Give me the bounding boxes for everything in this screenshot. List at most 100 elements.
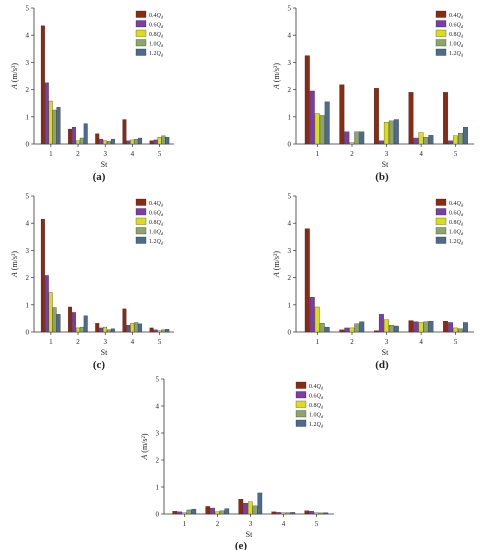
y-tick-label: 0 xyxy=(26,329,30,337)
bar xyxy=(153,139,158,145)
bar xyxy=(304,55,310,145)
legend-coefficient: 0.6 xyxy=(449,210,457,216)
bar xyxy=(165,329,170,333)
legend-coefficient: 1.0 xyxy=(449,229,457,235)
bar xyxy=(126,140,131,145)
legend-q-symbol: Q xyxy=(317,422,322,428)
legend-coefficient: 0.8 xyxy=(449,220,457,226)
legend-q-symbol: Q xyxy=(317,393,322,399)
bar xyxy=(408,92,414,145)
legend-label: 1.0Qd xyxy=(449,229,464,236)
legend-swatch xyxy=(435,236,447,244)
legend-subscript: d xyxy=(461,43,464,48)
legend-label: 0.8Qd xyxy=(449,220,464,227)
legend-swatch xyxy=(435,20,447,28)
bar xyxy=(149,327,154,333)
legend-q-symbol: Q xyxy=(157,220,162,226)
bar xyxy=(290,512,296,515)
bar xyxy=(423,137,429,145)
legend-label: 1.0Qd xyxy=(149,41,164,48)
legend-coefficient: 0.4 xyxy=(449,201,457,207)
y-tick-label: 1 xyxy=(156,484,160,492)
legend-label: 0.6Qd xyxy=(309,393,324,400)
panel-letter: (a) xyxy=(93,171,106,183)
legend-swatch xyxy=(295,419,307,427)
bar xyxy=(309,511,314,515)
bar xyxy=(48,100,53,145)
y-tick-label: 1 xyxy=(288,301,292,309)
x-tick-label: 4 xyxy=(419,338,423,346)
legend-subscript: d xyxy=(461,52,464,57)
bar xyxy=(238,498,244,515)
legend-label: 1.2Qd xyxy=(149,51,164,58)
bar xyxy=(186,509,192,515)
bar xyxy=(443,320,448,333)
y-tick-label: 1 xyxy=(26,301,30,309)
legend-subscript: d xyxy=(321,404,324,409)
legend-subscript: d xyxy=(321,395,324,400)
y-tick-label: 4 xyxy=(288,32,292,40)
y-tick-label: 4 xyxy=(288,220,292,228)
legend-q-symbol: Q xyxy=(157,229,162,235)
bar xyxy=(257,492,263,515)
bar xyxy=(453,327,458,333)
x-tick-label: 4 xyxy=(131,338,135,346)
legend-q-symbol: Q xyxy=(157,239,162,245)
legend-subscript: d xyxy=(461,231,464,236)
legend-label: 0.8Qd xyxy=(309,403,324,410)
bar xyxy=(210,507,215,515)
bar xyxy=(413,321,419,333)
x-tick-label: 2 xyxy=(216,520,220,528)
bar xyxy=(40,218,45,333)
legend-subscript: d xyxy=(461,14,464,19)
legend-subscript: d xyxy=(461,240,464,245)
legend-subscript: d xyxy=(461,24,464,29)
bar xyxy=(214,511,220,515)
y-tick-label: 5 xyxy=(288,5,292,13)
legend-label: 0.8Qd xyxy=(149,220,164,227)
legend-swatch xyxy=(435,48,447,56)
y-tick-label: 4 xyxy=(156,403,160,411)
legend-swatch xyxy=(135,217,147,225)
legend-swatch xyxy=(135,29,147,37)
bar xyxy=(323,512,329,515)
bar xyxy=(423,321,429,333)
bar xyxy=(107,141,111,145)
x-axis-title: St xyxy=(382,348,389,357)
bar xyxy=(383,122,389,145)
legend-label: 0.6Qd xyxy=(449,22,464,29)
bar xyxy=(324,101,330,145)
y-tick-label: 4 xyxy=(26,220,30,228)
y-axis-unit: (m/s²) xyxy=(272,251,281,271)
bar xyxy=(359,131,365,145)
legend-swatch xyxy=(135,227,147,235)
bar xyxy=(314,306,320,333)
bar xyxy=(68,306,73,333)
bar xyxy=(99,327,104,333)
bar xyxy=(418,132,424,145)
legend-swatch xyxy=(295,400,307,408)
bar xyxy=(393,119,399,145)
legend-coefficient: 0.6 xyxy=(149,210,157,216)
bar xyxy=(177,511,182,515)
x-tick-label: 2 xyxy=(76,150,80,158)
y-axis-unit: (m/s²) xyxy=(272,63,281,83)
y-tick-label: 3 xyxy=(288,247,292,255)
bar xyxy=(309,297,315,333)
legend-coefficient: 1.2 xyxy=(309,422,317,428)
bar xyxy=(157,137,162,145)
x-tick-label: 3 xyxy=(103,338,107,346)
legend-subscript: d xyxy=(321,385,324,390)
legend-coefficient: 0.6 xyxy=(309,393,317,399)
legend-coefficient: 0.4 xyxy=(309,384,317,390)
bar xyxy=(172,511,178,515)
legend-label: 0.6Qd xyxy=(449,210,464,217)
bar xyxy=(130,323,135,333)
x-tick-label: 4 xyxy=(282,520,286,528)
legend-swatch xyxy=(435,227,447,235)
legend-q-symbol: Q xyxy=(457,220,462,226)
y-tick-label: 5 xyxy=(26,5,30,13)
bar xyxy=(130,139,135,145)
bar xyxy=(462,126,468,145)
